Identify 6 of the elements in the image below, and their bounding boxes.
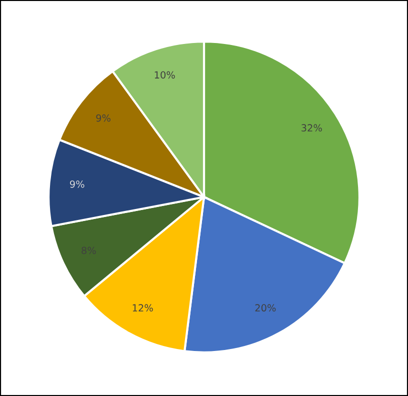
- data-label: 9%: [70, 180, 84, 188]
- data-label: 32%: [302, 124, 322, 132]
- data-label: 12%: [132, 304, 153, 312]
- data-label: 20%: [255, 304, 276, 312]
- data-label: 9%: [96, 114, 110, 122]
- data-label: 10%: [154, 71, 175, 79]
